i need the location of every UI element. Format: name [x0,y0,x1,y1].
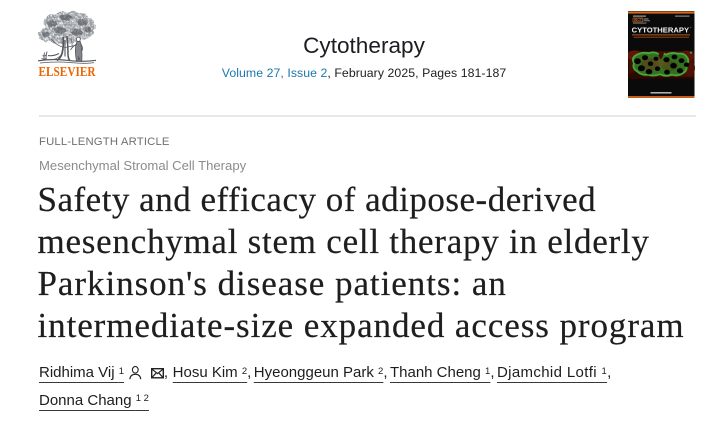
svg-text:CYTOTHERAPY: CYTOTHERAPY [632,25,690,34]
svg-text:ISCT: ISCT [634,18,643,22]
svg-text:ELSEVIER: ELSEVIER [39,64,96,79]
